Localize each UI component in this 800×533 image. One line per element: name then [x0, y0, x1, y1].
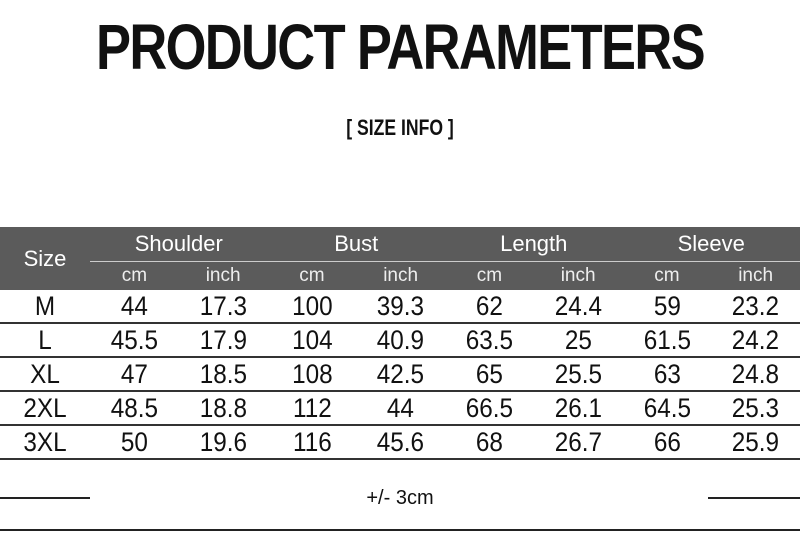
- unit-headers: cm inch cm inch cm inch cm inch: [90, 262, 800, 290]
- value-cell: 66: [653, 426, 681, 457]
- unit-header: inch: [205, 265, 241, 286]
- value-cell: 44: [120, 290, 148, 321]
- value-cell: 100: [291, 290, 333, 321]
- value-cell: 23.2: [731, 290, 780, 321]
- table-row: L 45.5 17.9 104 40.9 63.5 25 61.5 24.2: [0, 324, 800, 358]
- value-cell: 39.3: [376, 290, 425, 321]
- tolerance-note: +/- 3cm: [366, 487, 434, 509]
- tolerance-footer: +/- 3cm: [0, 484, 800, 512]
- value-cell: 62: [475, 290, 503, 321]
- measurement-groups: Shoulder Bust Length Sleeve: [90, 227, 800, 262]
- size-cell: 2XL: [23, 392, 67, 423]
- value-cell: 40.9: [376, 324, 425, 355]
- divider-left: [0, 497, 90, 499]
- value-cell: 25.3: [731, 392, 780, 423]
- value-cell: 116: [292, 426, 332, 457]
- size-cell: L: [38, 324, 52, 355]
- unit-header: cm: [476, 265, 503, 286]
- size-cell: M: [34, 290, 56, 321]
- value-cell: 19.6: [199, 426, 247, 457]
- unit-header: inch: [560, 265, 596, 286]
- value-cell: 112: [292, 392, 332, 423]
- value-cell: 50: [120, 426, 148, 457]
- value-cell: 18.5: [199, 358, 247, 389]
- size-cell: 3XL: [23, 426, 67, 457]
- value-cell: 25: [564, 324, 592, 355]
- group-header: Bust: [334, 231, 379, 256]
- group-header: Length: [500, 231, 568, 256]
- bottom-divider: [0, 529, 800, 531]
- unit-header: cm: [654, 265, 680, 286]
- value-cell: 48.5: [110, 392, 159, 423]
- value-cell: 47: [120, 358, 148, 389]
- unit-header: cm: [121, 265, 148, 286]
- value-cell: 59: [653, 290, 681, 321]
- table-row: XL 47 18.5 108 42.5 65 25.5 63 24.8: [0, 358, 800, 392]
- table-header: Size Shoulder Bust Length Sleeve cm inch…: [0, 227, 800, 290]
- table-body: M 44 17.3 100 39.3 62 24.4 59 23.2 L 45.5 17.9 104 40…: [0, 290, 800, 460]
- value-cell: 65: [475, 358, 503, 389]
- value-cell: 61.5: [643, 324, 691, 355]
- value-cell: 24.2: [731, 324, 780, 355]
- size-column-header: Size: [23, 245, 67, 271]
- value-cell: 18.8: [199, 392, 247, 423]
- value-cell: 44: [387, 392, 415, 423]
- value-cell: 25.5: [554, 358, 602, 389]
- value-cell: 63.5: [465, 324, 514, 355]
- value-cell: 45.6: [376, 426, 425, 457]
- size-table: Size Shoulder Bust Length Sleeve cm inch…: [0, 227, 800, 460]
- size-info-subtitle: [ SIZE INFO ]: [346, 115, 454, 140]
- table-row: M 44 17.3 100 39.3 62 24.4 59 23.2: [0, 290, 800, 324]
- value-cell: 42.5: [376, 358, 425, 389]
- size-cell: XL: [30, 358, 60, 389]
- value-cell: 17.9: [199, 324, 247, 355]
- value-cell: 108: [291, 358, 333, 389]
- unit-header: cm: [299, 265, 325, 286]
- divider-right: [708, 497, 800, 499]
- unit-header: inch: [738, 265, 774, 286]
- value-cell: 24.4: [554, 290, 602, 321]
- value-cell: 64.5: [643, 392, 691, 423]
- value-cell: 24.8: [731, 358, 780, 389]
- value-cell: 26.7: [554, 426, 602, 457]
- group-header: Sleeve: [677, 231, 745, 256]
- value-cell: 68: [475, 426, 503, 457]
- value-cell: 45.5: [110, 324, 159, 355]
- value-cell: 66.5: [465, 392, 514, 423]
- value-cell: 26.1: [554, 392, 602, 423]
- unit-header: inch: [383, 265, 419, 286]
- group-header: Shoulder: [134, 231, 223, 256]
- value-cell: 17.3: [199, 290, 247, 321]
- page-title: PRODUCT PARAMETERS: [95, 11, 706, 83]
- value-cell: 104: [291, 324, 333, 355]
- value-cell: 25.9: [731, 426, 780, 457]
- value-cell: 63: [653, 358, 681, 389]
- table-row: 3XL 50 19.6 116 45.6 68 26.7 66 25.9: [0, 426, 800, 460]
- table-row: 2XL 48.5 18.8 112 44 66.5 26.1 64.5 25.3: [0, 392, 800, 426]
